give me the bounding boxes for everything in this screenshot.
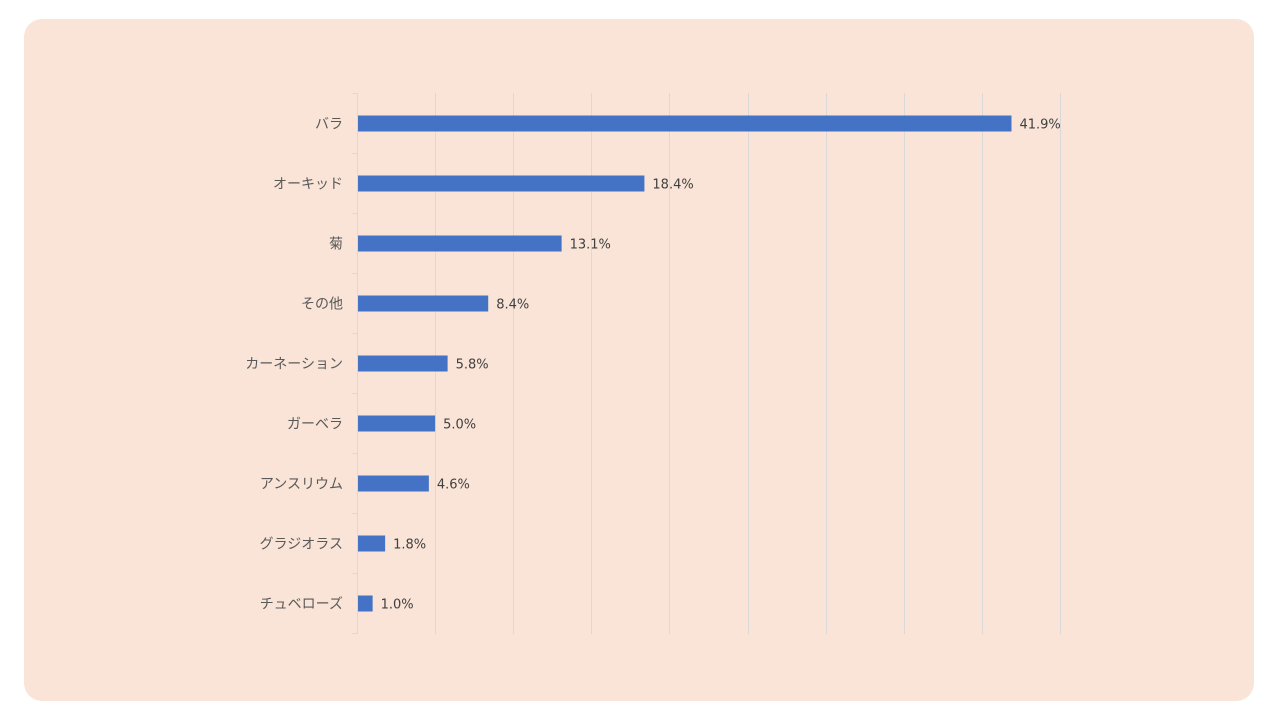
data-label: 8.4% bbox=[496, 298, 529, 313]
category-label: アンスリウム bbox=[260, 477, 343, 493]
bar bbox=[358, 295, 489, 312]
bar bbox=[358, 235, 562, 252]
data-label: 18.4% bbox=[652, 178, 693, 193]
data-label: 1.0% bbox=[381, 598, 414, 613]
category-label: バラ bbox=[315, 117, 343, 133]
category-label: ガーベラ bbox=[287, 417, 343, 433]
bar bbox=[358, 475, 429, 492]
category-axis bbox=[352, 93, 358, 634]
data-label: 5.0% bbox=[443, 418, 476, 433]
bars bbox=[358, 115, 1012, 612]
gridlines bbox=[435, 93, 1061, 634]
data-label: 13.1% bbox=[570, 238, 611, 253]
bar-chart: バラ 41.9% オーキッド 18.4% 菊 13.1% その他 8.4% カーネーション 5.8… bbox=[245, 93, 1061, 634]
category-label: その他 bbox=[301, 297, 343, 313]
bar bbox=[358, 415, 436, 432]
data-label: 41.9% bbox=[1019, 118, 1060, 133]
labels: バラ 41.9% オーキッド 18.4% 菊 13.1% その他 8.4% カーネーション 5.8… bbox=[245, 117, 1061, 613]
chart-card: バラ 41.9% オーキッド 18.4% 菊 13.1% その他 8.4% カーネーション 5.8… bbox=[24, 19, 1254, 701]
data-label: 4.6% bbox=[437, 478, 470, 493]
category-label: チュベローズ bbox=[260, 597, 343, 613]
data-label: 1.8% bbox=[393, 538, 426, 553]
bar bbox=[358, 175, 645, 192]
bar bbox=[358, 115, 1012, 132]
bar bbox=[358, 355, 448, 372]
bar bbox=[358, 595, 373, 612]
category-label: カーネーション bbox=[245, 357, 343, 373]
category-label: 菊 bbox=[329, 237, 343, 253]
category-label: グラジオラス bbox=[260, 537, 343, 553]
data-label: 5.8% bbox=[456, 358, 489, 373]
bar bbox=[358, 535, 386, 552]
category-label: オーキッド bbox=[273, 177, 343, 193]
